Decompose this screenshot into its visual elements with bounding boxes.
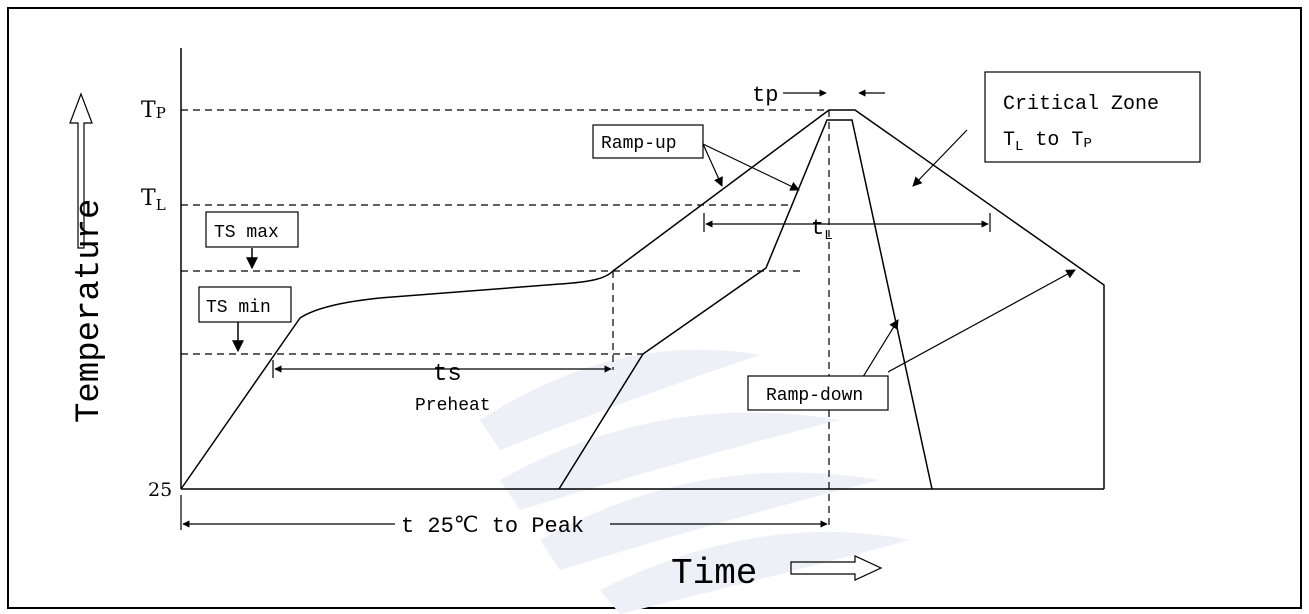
- x-axis-arrow-icon: [790, 555, 883, 581]
- preheat-label: Preheat: [415, 396, 491, 416]
- profile-curve-min: [558, 119, 933, 490]
- tick-tp: TP: [141, 98, 166, 123]
- ts-max-box: [205, 211, 299, 248]
- ramp-up-arrow-1: [702, 143, 723, 187]
- y-axis-arrow-icon: [69, 92, 93, 249]
- tick-tl: TL: [141, 186, 166, 214]
- ramp-up-box: [592, 124, 704, 159]
- ramp-down-box: [747, 375, 889, 411]
- ramp-down-arrow-2: [887, 269, 1076, 373]
- watermark: [480, 349, 910, 614]
- reference-lines: [181, 109, 830, 530]
- outer-frame: [7, 7, 1302, 609]
- ts-max-label: TS max: [214, 223, 279, 243]
- ramp-up-label: Ramp-up: [601, 134, 677, 154]
- x-axis-label: Time: [671, 553, 757, 594]
- t-25-to-peak-label: t 25℃ to Peak: [401, 514, 584, 539]
- ts-min-box: [198, 286, 292, 323]
- tp-label: tp: [752, 83, 778, 108]
- tick-25: 25: [148, 479, 172, 501]
- ts-label: ts: [433, 361, 462, 388]
- profile-curve-max: [180, 109, 1105, 490]
- critical-zone-line1: Critical Zone: [1003, 93, 1159, 116]
- tl-label: tL: [811, 216, 833, 244]
- ramp-up-arrow-2: [702, 143, 800, 191]
- ramp-down-arrow-1: [857, 319, 899, 386]
- y-axis-label: Temperature: [71, 199, 109, 423]
- ramp-down-label: Ramp-down: [766, 386, 863, 406]
- ts-min-label: TS min: [206, 298, 271, 318]
- critical-zone-box: [984, 71, 1201, 163]
- critical-zone-arrow: [912, 129, 968, 187]
- critical-zone-line2: TL to TP: [1003, 129, 1092, 155]
